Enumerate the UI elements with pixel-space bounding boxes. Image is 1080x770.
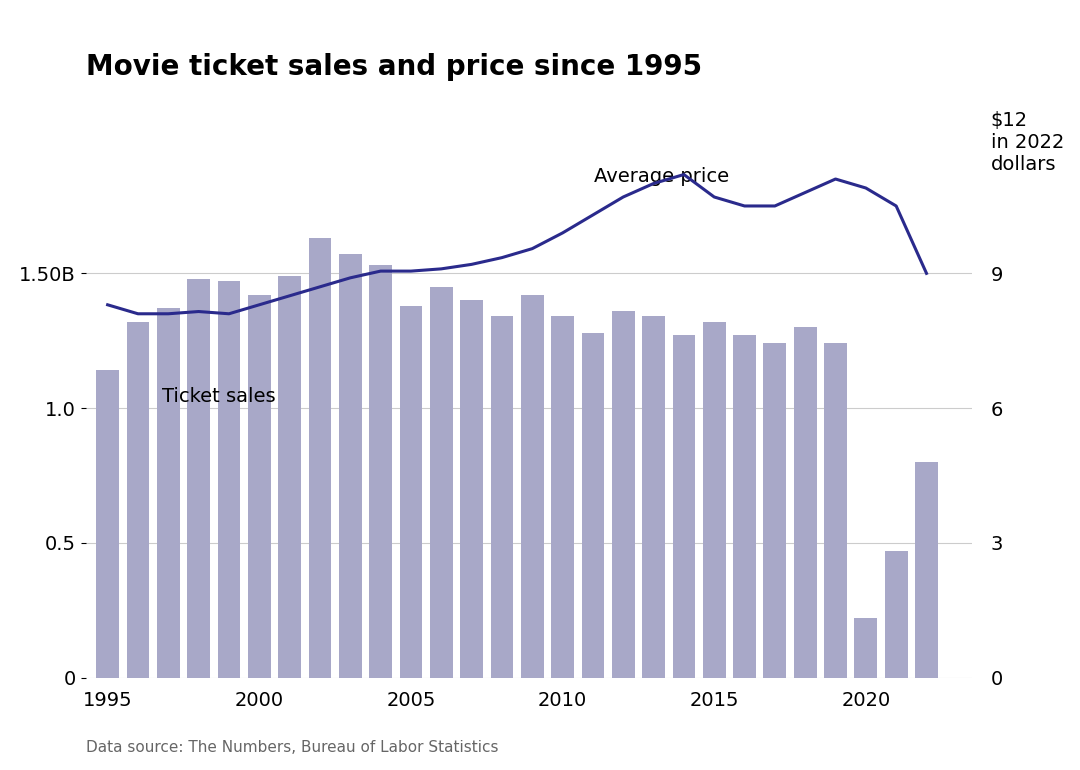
Bar [430, 287, 453, 678]
Bar [339, 254, 362, 678]
Bar [854, 618, 877, 678]
Text: Ticket sales: Ticket sales [162, 387, 275, 406]
Text: Average price: Average price [594, 167, 729, 186]
Bar [551, 316, 573, 678]
Bar [733, 336, 756, 678]
Bar [612, 311, 635, 678]
Text: Movie ticket sales and price since 1995: Movie ticket sales and price since 1995 [86, 53, 702, 81]
Bar [369, 265, 392, 678]
Bar [764, 343, 786, 678]
Bar [309, 239, 332, 678]
Bar [460, 300, 483, 678]
Bar [824, 343, 847, 678]
Bar [187, 279, 210, 678]
Bar [217, 282, 241, 678]
Bar [521, 295, 543, 678]
Bar [703, 322, 726, 678]
Bar [248, 295, 271, 678]
Bar [915, 462, 937, 678]
Bar [673, 336, 696, 678]
Bar [96, 370, 119, 678]
Bar [157, 308, 179, 678]
Bar [279, 276, 301, 678]
Bar [794, 327, 816, 678]
Bar [400, 306, 422, 678]
Text: Data source: The Numbers, Bureau of Labor Statistics: Data source: The Numbers, Bureau of Labo… [86, 740, 499, 755]
Bar [643, 316, 665, 678]
Bar [885, 551, 907, 678]
Bar [126, 322, 149, 678]
Bar [581, 333, 605, 678]
Bar [490, 316, 513, 678]
